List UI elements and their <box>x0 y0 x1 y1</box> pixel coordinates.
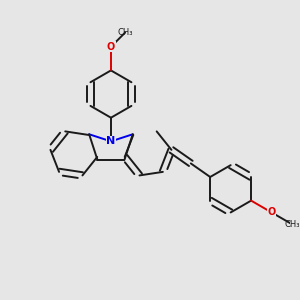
Text: CH₃: CH₃ <box>117 28 133 37</box>
Text: CH₃: CH₃ <box>284 220 300 229</box>
Text: O: O <box>107 42 115 52</box>
Text: O: O <box>268 207 276 218</box>
Text: N: N <box>106 136 116 146</box>
